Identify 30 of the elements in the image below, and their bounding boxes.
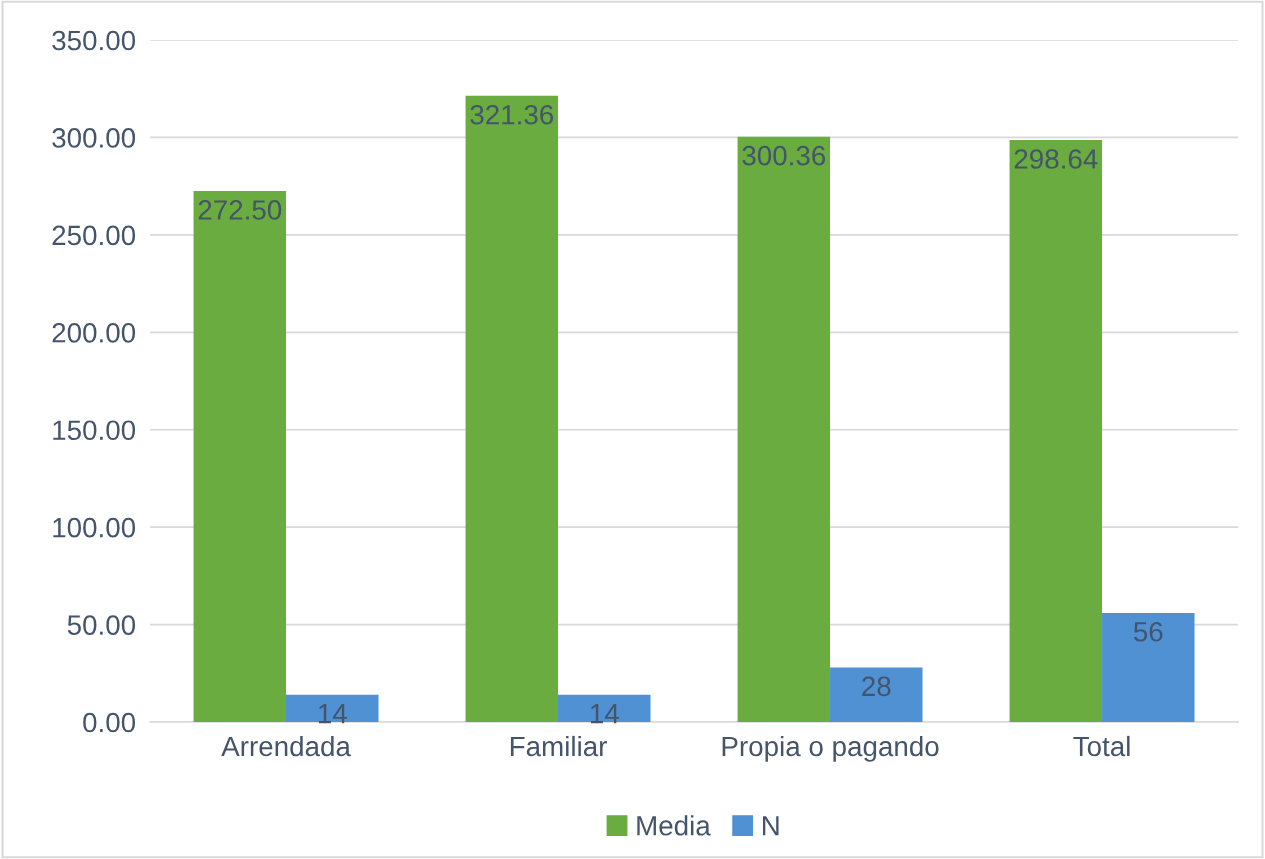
bar (193, 191, 287, 722)
x-tick-label: Total (1073, 735, 1130, 757)
x-tick-label: Arrendada (221, 735, 351, 757)
data-label: 14 (318, 704, 347, 724)
data-label: 272.50 (198, 200, 282, 220)
bar (1009, 140, 1103, 722)
y-tick-label: 0.00 (83, 712, 136, 733)
bar (830, 667, 923, 722)
y-tick-label: 300.00 (52, 128, 136, 148)
y-tick-label: 350.00 (52, 30, 136, 51)
bar (286, 694, 379, 722)
x-tick-label: Propia o pagando (722, 735, 939, 762)
y-tick-label: 250.00 (52, 225, 136, 246)
y-tick-label: 150.00 (53, 420, 136, 441)
data-label: 298.64 (1014, 149, 1098, 169)
data-label: 300.36 (742, 145, 826, 166)
data-label: 321.36 (470, 104, 554, 125)
data-label: 14 (590, 704, 619, 724)
bar (737, 136, 831, 722)
legend-label: Media (637, 815, 711, 836)
bar (465, 95, 559, 722)
y-tick-label: 200.00 (52, 322, 136, 343)
data-label: 28 (862, 676, 891, 697)
data-label: 56 (1133, 621, 1163, 642)
bar (1102, 612, 1195, 722)
bar (558, 694, 651, 722)
y-tick-label: 50.00 (67, 615, 136, 635)
y-tick-label: 100.00 (53, 517, 136, 538)
legend-label: N (763, 816, 779, 836)
x-tick-label: Familiar (510, 735, 607, 757)
